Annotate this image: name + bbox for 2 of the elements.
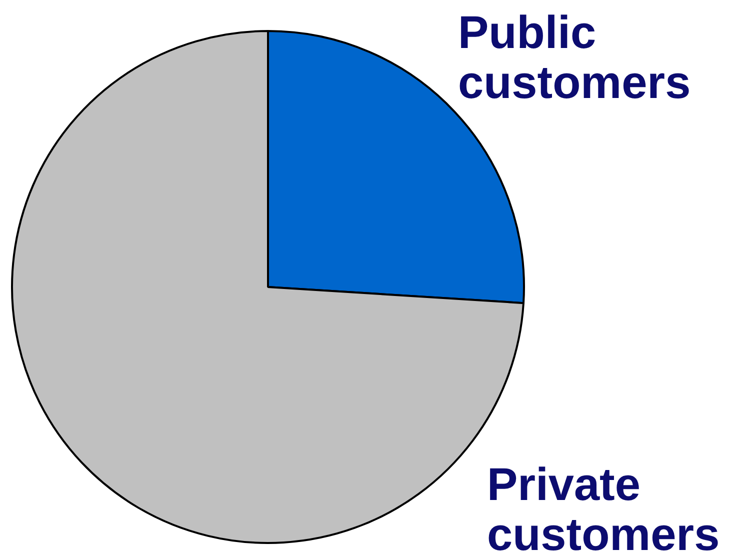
slice-label: Public customers: [458, 6, 691, 108]
slice-label: Private customers: [487, 458, 720, 552]
